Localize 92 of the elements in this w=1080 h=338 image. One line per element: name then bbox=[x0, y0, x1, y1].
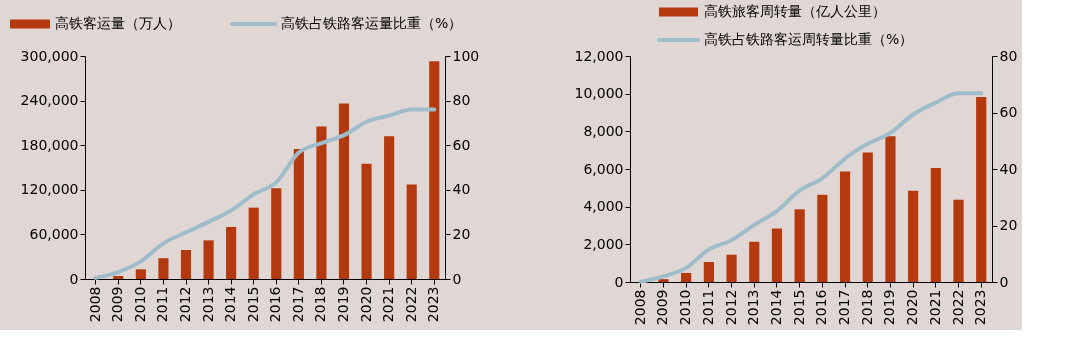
x-tick-label: 2016 bbox=[267, 286, 284, 323]
x-tick-label: 2010 bbox=[131, 286, 148, 323]
bar bbox=[885, 136, 896, 282]
y-tick-label: 2,000 bbox=[583, 235, 624, 252]
x-tick-label: 2015 bbox=[244, 286, 261, 323]
y-tick-label: 120,000 bbox=[20, 181, 79, 198]
y-tick-label: 60,000 bbox=[29, 225, 79, 242]
bar bbox=[384, 136, 395, 279]
bar bbox=[862, 152, 873, 282]
x-tick-label: 2023 bbox=[425, 286, 442, 323]
bar bbox=[930, 168, 941, 282]
x-tick-label: 2016 bbox=[813, 289, 830, 326]
x-tick-label: 2011 bbox=[154, 286, 171, 323]
y2-tick-label: 0 bbox=[452, 270, 462, 287]
y-tick-label: 6,000 bbox=[583, 160, 624, 177]
bar bbox=[726, 254, 737, 282]
x-tick-label: 2018 bbox=[312, 286, 329, 323]
bar bbox=[817, 194, 828, 282]
x-tick-label: 2022 bbox=[949, 289, 966, 326]
x-tick-label: 2009 bbox=[109, 286, 126, 323]
y2-tick-label: 0 bbox=[999, 273, 1009, 290]
legend-label: 高铁占铁路客运周转量比重（%） bbox=[704, 31, 914, 47]
legend-label: 高铁占铁路客运量比重（%） bbox=[281, 15, 463, 31]
y-tick-label: 180,000 bbox=[20, 136, 79, 153]
x-tick-label: 2010 bbox=[677, 289, 694, 326]
y-tick-label: 12,000 bbox=[574, 47, 624, 64]
bar bbox=[429, 61, 440, 279]
line-series bbox=[638, 91, 984, 284]
x-tick-label: 2020 bbox=[357, 286, 374, 323]
bar bbox=[271, 188, 282, 279]
y-tick-label: 300,000 bbox=[20, 47, 79, 64]
y-tick-label: 4,000 bbox=[583, 198, 624, 215]
bar bbox=[293, 148, 304, 279]
legend-label: 高铁客运量（万人） bbox=[55, 15, 181, 31]
x-tick-label: 2019 bbox=[335, 286, 351, 323]
bar bbox=[158, 258, 169, 279]
bar bbox=[316, 126, 327, 279]
bar bbox=[681, 272, 692, 282]
bar bbox=[135, 269, 146, 279]
x-tick-label: 2017 bbox=[289, 286, 306, 323]
x-tick-label: 2021 bbox=[926, 289, 943, 326]
bar bbox=[839, 171, 851, 282]
x-tick-label: 2011 bbox=[699, 289, 716, 326]
x-tick-label: 2008 bbox=[86, 286, 103, 323]
y2-tick-label: 40 bbox=[999, 160, 1018, 177]
legend-label: 高铁旅客周转量（亿人公里） bbox=[704, 3, 886, 19]
x-tick-label: 2022 bbox=[402, 286, 419, 323]
bar bbox=[180, 250, 192, 279]
x-tick-label: 2021 bbox=[380, 286, 397, 323]
y2-tick-label: 80 bbox=[452, 92, 471, 109]
y-tick-label: 0 bbox=[614, 273, 624, 290]
x-tick-label: 2020 bbox=[904, 289, 921, 326]
bar bbox=[976, 97, 987, 282]
bar bbox=[113, 276, 124, 279]
x-tick-label: 2014 bbox=[222, 286, 239, 323]
x-tick-label: 2013 bbox=[199, 286, 216, 323]
y-tick-label: 8,000 bbox=[583, 122, 624, 139]
bar bbox=[794, 209, 805, 282]
x-tick-label: 2012 bbox=[177, 286, 193, 323]
bar bbox=[953, 199, 964, 282]
bar bbox=[406, 184, 417, 279]
y2-tick-label: 100 bbox=[452, 47, 480, 64]
bar bbox=[658, 279, 669, 282]
y-tick-label: 10,000 bbox=[574, 85, 624, 102]
x-tick-label: 2015 bbox=[790, 289, 807, 326]
x-tick-label: 2008 bbox=[631, 289, 648, 326]
line-series bbox=[93, 107, 437, 280]
y2-tick-label: 40 bbox=[452, 181, 471, 198]
y2-tick-label: 20 bbox=[999, 217, 1018, 233]
bar bbox=[703, 262, 714, 282]
y2-tick-label: 60 bbox=[999, 104, 1018, 120]
y-tick-label: 240,000 bbox=[20, 92, 79, 109]
y-tick-label: 0 bbox=[69, 270, 79, 287]
bar bbox=[771, 228, 783, 282]
bar bbox=[226, 226, 237, 279]
x-tick-label: 2019 bbox=[881, 289, 898, 326]
x-tick-label: 2012 bbox=[722, 289, 739, 326]
x-tick-label: 2009 bbox=[654, 289, 671, 326]
y2-tick-label: 80 bbox=[999, 47, 1018, 64]
bar bbox=[203, 240, 214, 279]
x-tick-label: 2023 bbox=[972, 289, 989, 326]
bar bbox=[361, 163, 372, 279]
y2-tick-label: 60 bbox=[452, 136, 471, 153]
x-tick-label: 2014 bbox=[767, 289, 784, 326]
bar bbox=[248, 207, 259, 279]
x-tick-label: 2013 bbox=[745, 289, 762, 326]
bar bbox=[908, 190, 919, 282]
x-tick-label: 2018 bbox=[858, 289, 875, 326]
y2-tick-label: 20 bbox=[452, 225, 471, 242]
bar bbox=[338, 103, 350, 279]
bar bbox=[749, 241, 760, 282]
x-tick-label: 2017 bbox=[836, 289, 853, 326]
